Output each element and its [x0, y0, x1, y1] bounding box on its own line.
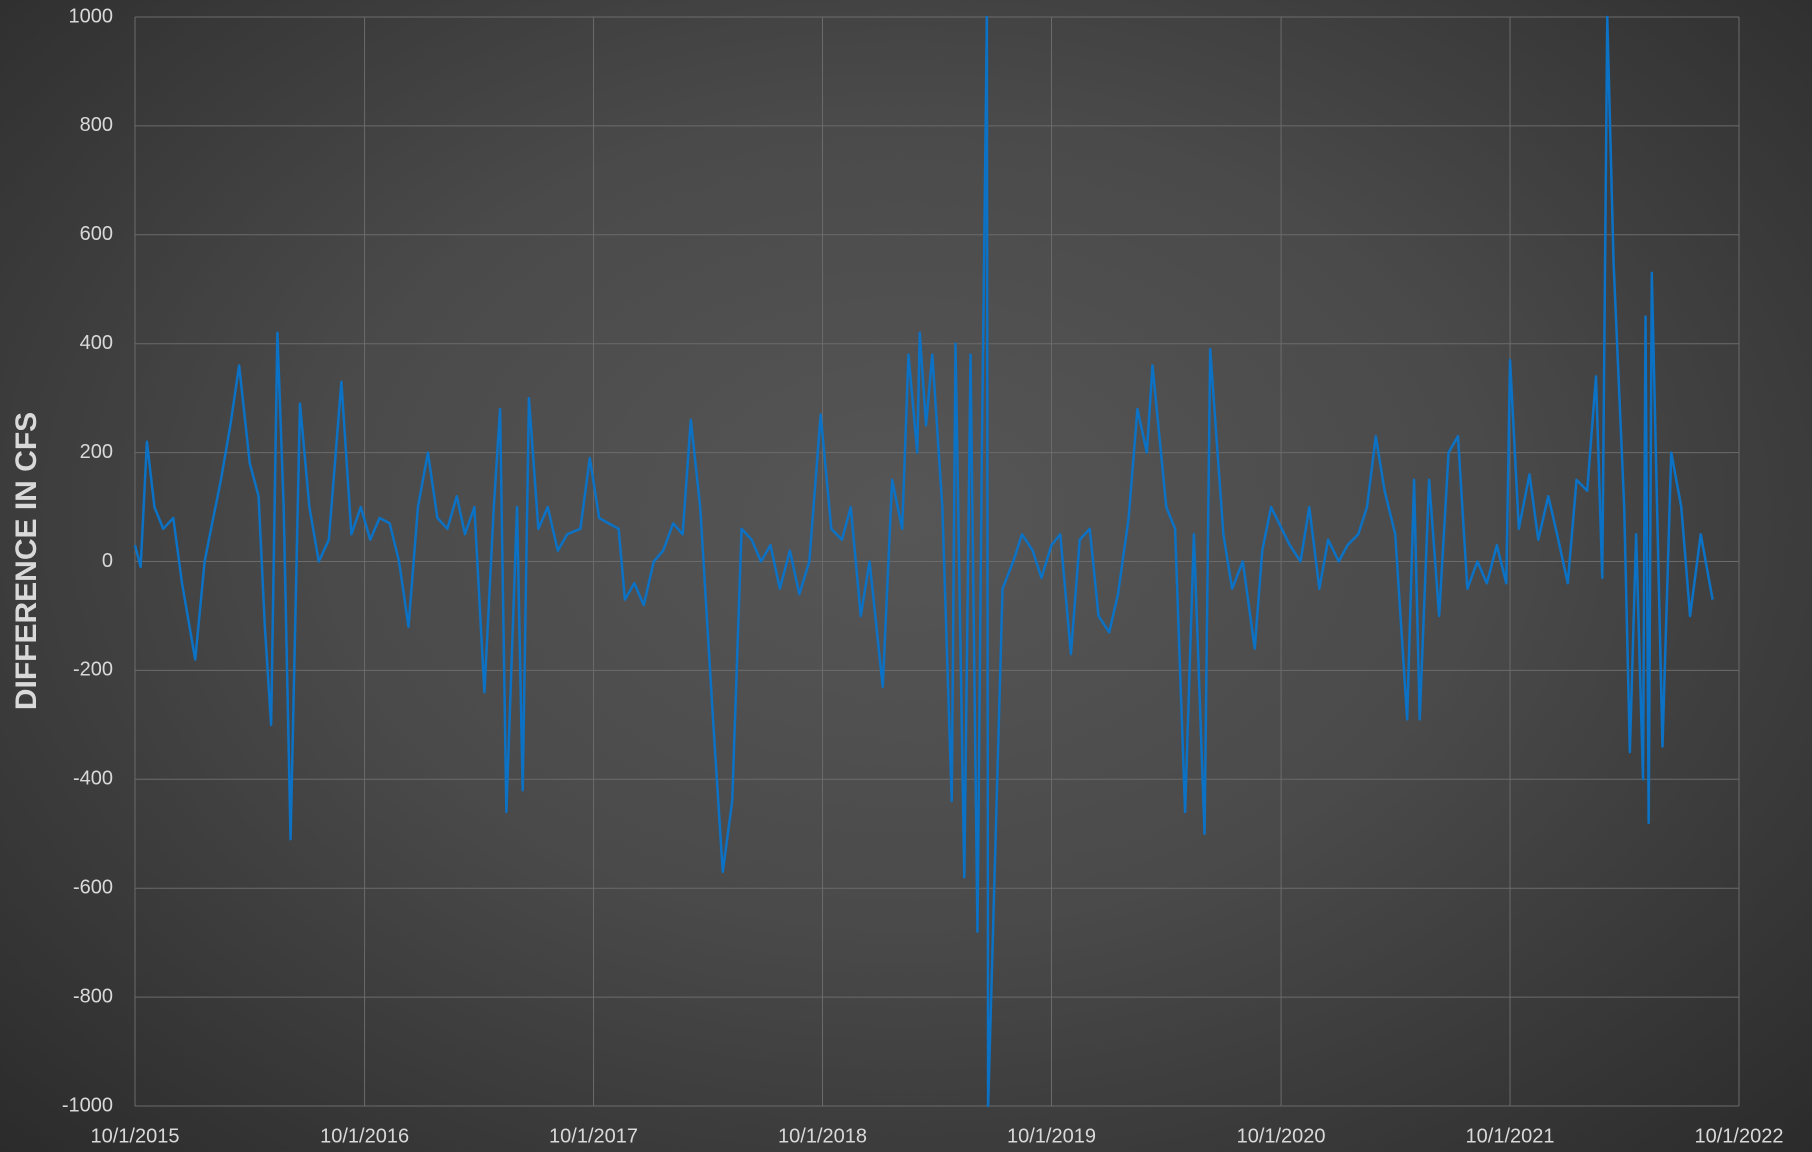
x-tick-label: 10/1/2021: [1466, 1125, 1555, 1147]
data-line: [133, 15, 1714, 1108]
y-tick-label: 800: [80, 114, 113, 136]
x-tick-label: 10/1/2017: [549, 1125, 638, 1147]
y-tick-label: -800: [73, 985, 113, 1007]
y-tick-label: 1000: [69, 5, 114, 27]
x-tick-label: 10/1/2018: [778, 1125, 867, 1147]
y-axis-title: DIFFERENCE IN CFS: [10, 412, 43, 710]
y-tick-label: 400: [80, 332, 113, 354]
y-tick-label: 600: [80, 223, 113, 245]
x-tick-label: 10/1/2022: [1695, 1125, 1784, 1147]
x-tick-label: 10/1/2016: [320, 1125, 409, 1147]
y-tick-label: 200: [80, 441, 113, 463]
y-tick-label: -1000: [62, 1094, 113, 1116]
x-tick-label: 10/1/2020: [1237, 1125, 1326, 1147]
x-tick-label: 10/1/2015: [91, 1125, 180, 1147]
y-tick-label: -200: [73, 659, 113, 681]
y-tick-label: -600: [73, 876, 113, 898]
x-tick-label: 10/1/2019: [1007, 1125, 1096, 1147]
y-tick-label: 0: [102, 550, 113, 572]
y-tick-label: -400: [73, 768, 113, 790]
